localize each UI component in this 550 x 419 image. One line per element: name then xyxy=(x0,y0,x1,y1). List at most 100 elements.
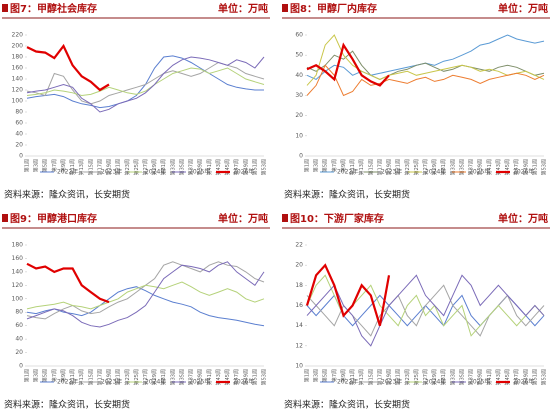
x-tick-label: 第43周 xyxy=(215,369,222,385)
legend-label: 2022年 xyxy=(337,168,358,176)
unit-label: 单位：万吨 xyxy=(498,2,548,15)
y-tick-label: 40 xyxy=(295,72,303,79)
x-tick-label: 第17周 xyxy=(376,159,383,175)
legend-label: 2026年 xyxy=(513,168,534,176)
x-tick-label: 第27周 xyxy=(142,159,149,175)
unit-label: 单位：万吨 xyxy=(218,212,268,225)
x-tick-label: 第25周 xyxy=(413,369,420,385)
x-tick-label: 第45周 xyxy=(224,369,231,385)
legend-label: 2025年 xyxy=(189,378,210,386)
legend-label: 2022年 xyxy=(337,378,358,386)
x-tick-label: 第27周 xyxy=(422,369,429,385)
x-tick-label: 第7周 xyxy=(51,369,58,382)
chart-title: 图7：甲醇社会库存 xyxy=(10,2,97,15)
x-tick-label: 第37周 xyxy=(188,159,195,175)
x-tick-label: 第47周 xyxy=(233,159,240,175)
series-line xyxy=(26,286,265,327)
x-tick-label: 第29周 xyxy=(431,159,438,175)
x-tick-label: 第53周 xyxy=(261,159,268,175)
x-tick-label: 第37周 xyxy=(468,159,475,175)
legend-label: 2022年 xyxy=(57,378,78,386)
chart-title: 图9：甲醇港口库存 xyxy=(10,212,97,225)
y-tick-label: 60 xyxy=(15,120,23,127)
y-tick-label: 120 xyxy=(12,282,24,289)
x-tick-label: 第43周 xyxy=(215,159,222,175)
series-line xyxy=(26,56,265,113)
y-tick-label: 0 xyxy=(19,363,23,370)
x-tick-label: 第33周 xyxy=(449,369,456,385)
x-tick-label: 第13周 xyxy=(358,159,365,175)
x-tick-label: 第49周 xyxy=(242,159,249,175)
legend-label: 2024年 xyxy=(425,168,446,176)
x-tick-label: 第7周 xyxy=(51,159,58,172)
x-tick-label: 第27周 xyxy=(422,159,429,175)
y-tick-label: 18 xyxy=(295,282,303,289)
x-tick-label: 第5周 xyxy=(322,159,329,172)
x-tick-label: 第21周 xyxy=(395,369,402,385)
x-tick-label: 第11周 xyxy=(349,369,356,385)
y-tick-label: 200 xyxy=(12,43,24,50)
legend-label: 2026年 xyxy=(233,378,254,386)
series-line xyxy=(306,64,545,97)
x-tick-label: 第35周 xyxy=(178,369,185,385)
x-tick-label: 第23周 xyxy=(404,369,411,385)
x-tick-label: 第19周 xyxy=(386,159,393,175)
x-tick-label: 第41周 xyxy=(486,159,493,175)
x-tick-label: 第51周 xyxy=(531,369,538,385)
x-tick-label: 第23周 xyxy=(124,369,131,385)
y-tick-label: 30 xyxy=(295,92,303,99)
y-tick-label: 160 xyxy=(12,255,24,262)
x-tick-label: 第3周 xyxy=(313,159,320,172)
source-note: 资料来源：隆众资讯，长安期货 xyxy=(284,189,410,201)
y-tick-label: 180 xyxy=(12,54,24,61)
x-tick-label: 第51周 xyxy=(531,159,538,175)
legend-label: 2025年 xyxy=(189,168,210,176)
unit-label: 单位：万吨 xyxy=(498,212,548,225)
x-tick-label: 第5周 xyxy=(322,369,329,382)
legend-label: 2026年 xyxy=(233,168,254,176)
y-tick-label: 22 xyxy=(295,242,303,249)
y-tick-label: 160 xyxy=(12,65,24,72)
series-line xyxy=(26,262,110,304)
x-tick-label: 第13周 xyxy=(78,369,85,385)
title-icon xyxy=(282,214,288,222)
x-tick-label: 第39周 xyxy=(477,159,484,175)
x-tick-label: 第1周 xyxy=(24,159,31,172)
x-tick-label: 第53周 xyxy=(541,159,548,175)
x-tick-label: 第19周 xyxy=(386,369,393,385)
y-tick-label: 100 xyxy=(12,98,24,105)
x-tick-label: 第1周 xyxy=(24,369,31,382)
x-tick-label: 第41周 xyxy=(206,159,213,175)
y-tick-label: 80 xyxy=(15,109,23,116)
x-tick-label: 第3周 xyxy=(33,159,40,172)
legend-label: 2023年 xyxy=(381,378,402,386)
x-tick-label: 第33周 xyxy=(169,159,176,175)
x-tick-label: 第39周 xyxy=(197,369,204,385)
x-tick-label: 第3周 xyxy=(33,369,40,382)
x-tick-label: 第27周 xyxy=(142,369,149,385)
x-tick-label: 第19周 xyxy=(106,159,113,175)
legend-label: 2024年 xyxy=(425,378,446,386)
x-tick-label: 第41周 xyxy=(206,369,213,385)
y-tick-label: 20 xyxy=(15,349,23,356)
y-tick-label: 220 xyxy=(12,32,24,39)
x-tick-label: 第31周 xyxy=(160,369,167,385)
x-tick-label: 第39周 xyxy=(197,159,204,175)
x-tick-label: 第45周 xyxy=(224,159,231,175)
y-tick-label: 16 xyxy=(295,302,303,309)
x-tick-label: 第41周 xyxy=(486,369,493,385)
y-tick-label: 12 xyxy=(295,342,303,349)
x-tick-label: 第9周 xyxy=(340,369,347,382)
x-tick-label: 第9周 xyxy=(60,369,67,382)
title-icon xyxy=(2,4,8,12)
y-tick-label: 14 xyxy=(295,322,303,329)
x-tick-label: 第49周 xyxy=(522,159,529,175)
x-tick-label: 第5周 xyxy=(42,159,49,172)
x-tick-label: 第15周 xyxy=(367,159,374,175)
y-tick-label: 140 xyxy=(12,76,24,83)
x-tick-label: 第47周 xyxy=(513,369,520,385)
legend-label: 2026年 xyxy=(513,378,534,386)
series-line xyxy=(26,43,110,92)
series-line xyxy=(306,50,545,80)
